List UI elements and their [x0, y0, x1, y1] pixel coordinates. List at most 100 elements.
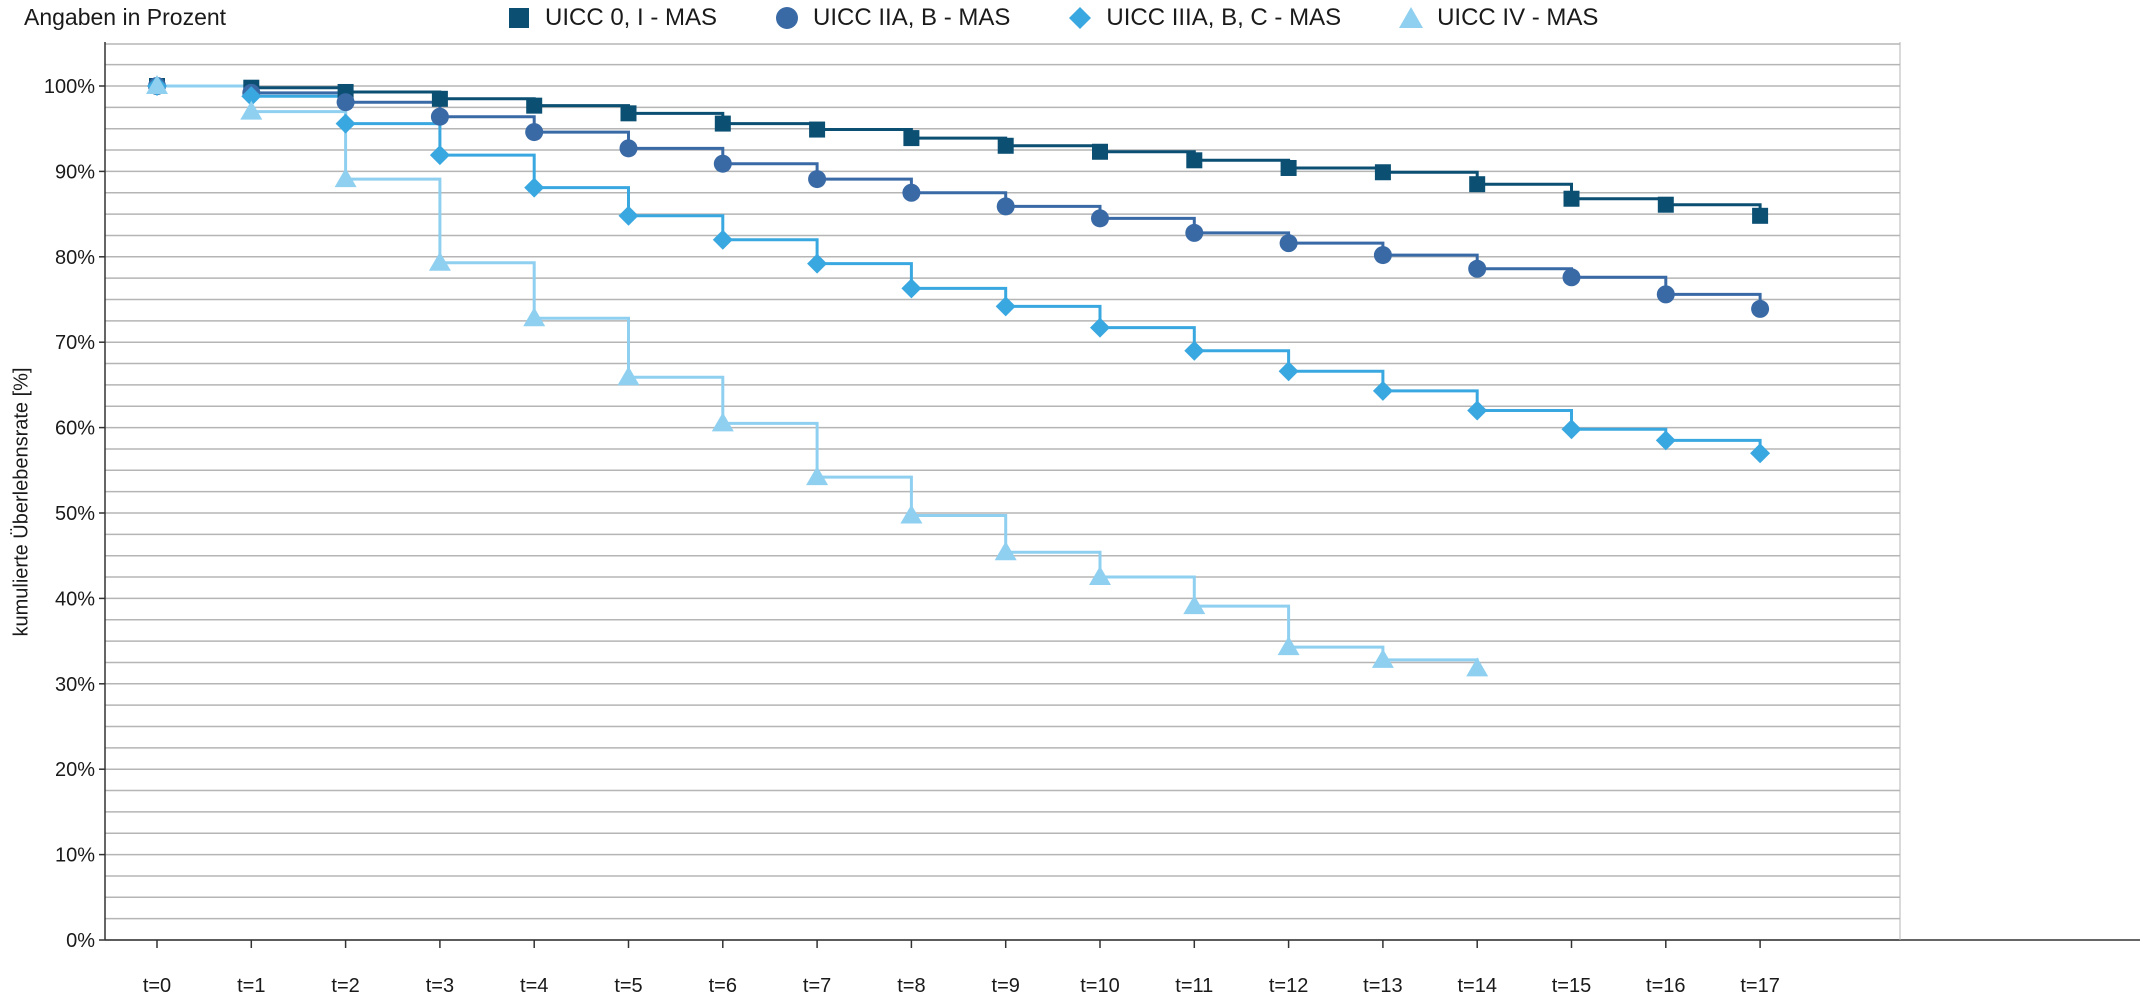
- y-tick-label: 20%: [55, 759, 95, 781]
- data-point: [241, 86, 262, 107]
- data-point: [1371, 648, 1394, 668]
- legend-item-series-4: UICC IV - MAS: [1397, 4, 1598, 32]
- data-point: [807, 253, 828, 274]
- y-tick-label: 100%: [44, 76, 95, 98]
- x-tick-label: t=6: [709, 975, 737, 997]
- legend-label: UICC 0, I - MAS: [545, 4, 718, 31]
- data-point: [903, 130, 920, 147]
- y-tick-label: 70%: [55, 332, 95, 354]
- x-tick-label: t=11: [1175, 975, 1213, 997]
- data-point: [334, 168, 357, 188]
- x-tick-label: t=5: [614, 975, 642, 997]
- data-point: [995, 296, 1016, 317]
- data-point: [1183, 595, 1206, 615]
- y-tick-label: 80%: [55, 247, 95, 269]
- data-point: [712, 229, 733, 250]
- data-point: [524, 177, 545, 198]
- square-marker-icon: [509, 8, 529, 28]
- x-tick-label: t=7: [803, 975, 831, 997]
- data-point: [808, 170, 827, 189]
- data-point: [428, 251, 451, 271]
- x-tick-label: t=1: [237, 975, 265, 997]
- y-tick-label: 60%: [55, 418, 95, 440]
- data-point: [1280, 159, 1297, 176]
- grid-lines: [105, 43, 1900, 941]
- y-tick-label: 40%: [55, 588, 95, 610]
- data-point: [1750, 443, 1771, 464]
- data-point: [146, 75, 168, 94]
- series-lines: [157, 84, 1762, 669]
- data-point: [526, 97, 543, 114]
- legend-label: UICC IV - MAS: [1437, 4, 1599, 31]
- data-point: [1562, 268, 1581, 287]
- legend: UICC 0, I - MAS UICC IIA, B - MAS UICC I…: [505, 4, 1598, 32]
- x-tick-label: t=15: [1552, 975, 1591, 997]
- data-point: [429, 145, 450, 166]
- data-point: [1657, 196, 1674, 213]
- data-point: [1751, 299, 1770, 318]
- data-point: [240, 100, 263, 120]
- legend-item-series-2: UICC IIA, B - MAS: [773, 4, 1010, 32]
- data-point: [1278, 361, 1299, 382]
- data-point: [1372, 380, 1393, 401]
- data-point: [994, 541, 1017, 561]
- series-markers: [146, 75, 1771, 677]
- data-point: [714, 115, 731, 132]
- x-tick-label: t=14: [1457, 975, 1496, 997]
- series-line-2: [157, 84, 1762, 309]
- circle-marker-icon: [776, 7, 799, 29]
- x-tick-label: t=13: [1363, 975, 1402, 997]
- series-line-3: [157, 84, 1762, 454]
- data-point: [1091, 209, 1109, 228]
- x-tick-label: t=8: [897, 975, 925, 997]
- data-point: [711, 412, 734, 432]
- data-point: [1563, 190, 1580, 207]
- data-point: [1468, 259, 1487, 278]
- data-point: [430, 107, 449, 126]
- data-point: [1279, 234, 1298, 253]
- x-tick-label: t=12: [1269, 975, 1308, 997]
- data-point: [525, 123, 544, 142]
- y-tick-label: 30%: [55, 674, 95, 696]
- data-point: [1186, 152, 1203, 169]
- data-point: [1466, 657, 1489, 677]
- diamond-marker-icon: [1069, 7, 1092, 29]
- data-point: [1089, 566, 1111, 586]
- x-tick-labels: t=0 t=1 t=2 t=3 t=4 t=5 t=6 t=7 t=8 t=9 t=10 t=11 t=…: [143, 940, 1780, 997]
- data-point: [1374, 164, 1391, 181]
- triangle-marker-icon: [1399, 7, 1424, 28]
- x-tick-label: t=0: [143, 975, 171, 997]
- series-line-1: [157, 84, 1762, 216]
- legend-label: UICC IIA, B - MAS: [813, 4, 1011, 31]
- x-tick-label: t=4: [520, 975, 548, 997]
- data-point: [806, 466, 829, 486]
- data-point: [713, 154, 732, 173]
- legend-item-series-1: UICC 0, I - MAS: [505, 4, 717, 32]
- data-point: [997, 137, 1014, 154]
- x-tick-label: t=17: [1740, 975, 1779, 997]
- data-point: [1090, 317, 1110, 338]
- data-point: [335, 113, 356, 134]
- data-point: [1656, 285, 1675, 304]
- data-point: [618, 205, 639, 226]
- data-point: [620, 105, 637, 122]
- x-tick-label: t=9: [992, 975, 1020, 997]
- data-point: [1184, 340, 1205, 361]
- data-point: [901, 278, 922, 299]
- data-point: [902, 183, 921, 202]
- data-point: [1469, 176, 1486, 193]
- data-point: [619, 139, 638, 158]
- data-point: [1277, 636, 1300, 656]
- data-point: [1655, 430, 1676, 451]
- legend-label: UICC IIIA, B, C - MAS: [1106, 4, 1342, 31]
- data-point: [1752, 207, 1769, 224]
- y-tick-label: 0%: [66, 930, 95, 952]
- data-point: [1467, 400, 1488, 421]
- x-tick-label: t=10: [1080, 975, 1119, 997]
- data-point: [1185, 223, 1204, 242]
- data-point: [617, 366, 640, 386]
- y-tick-label: 50%: [55, 503, 95, 525]
- axes: [104, 42, 2140, 941]
- x-tick-label: t=16: [1646, 975, 1685, 997]
